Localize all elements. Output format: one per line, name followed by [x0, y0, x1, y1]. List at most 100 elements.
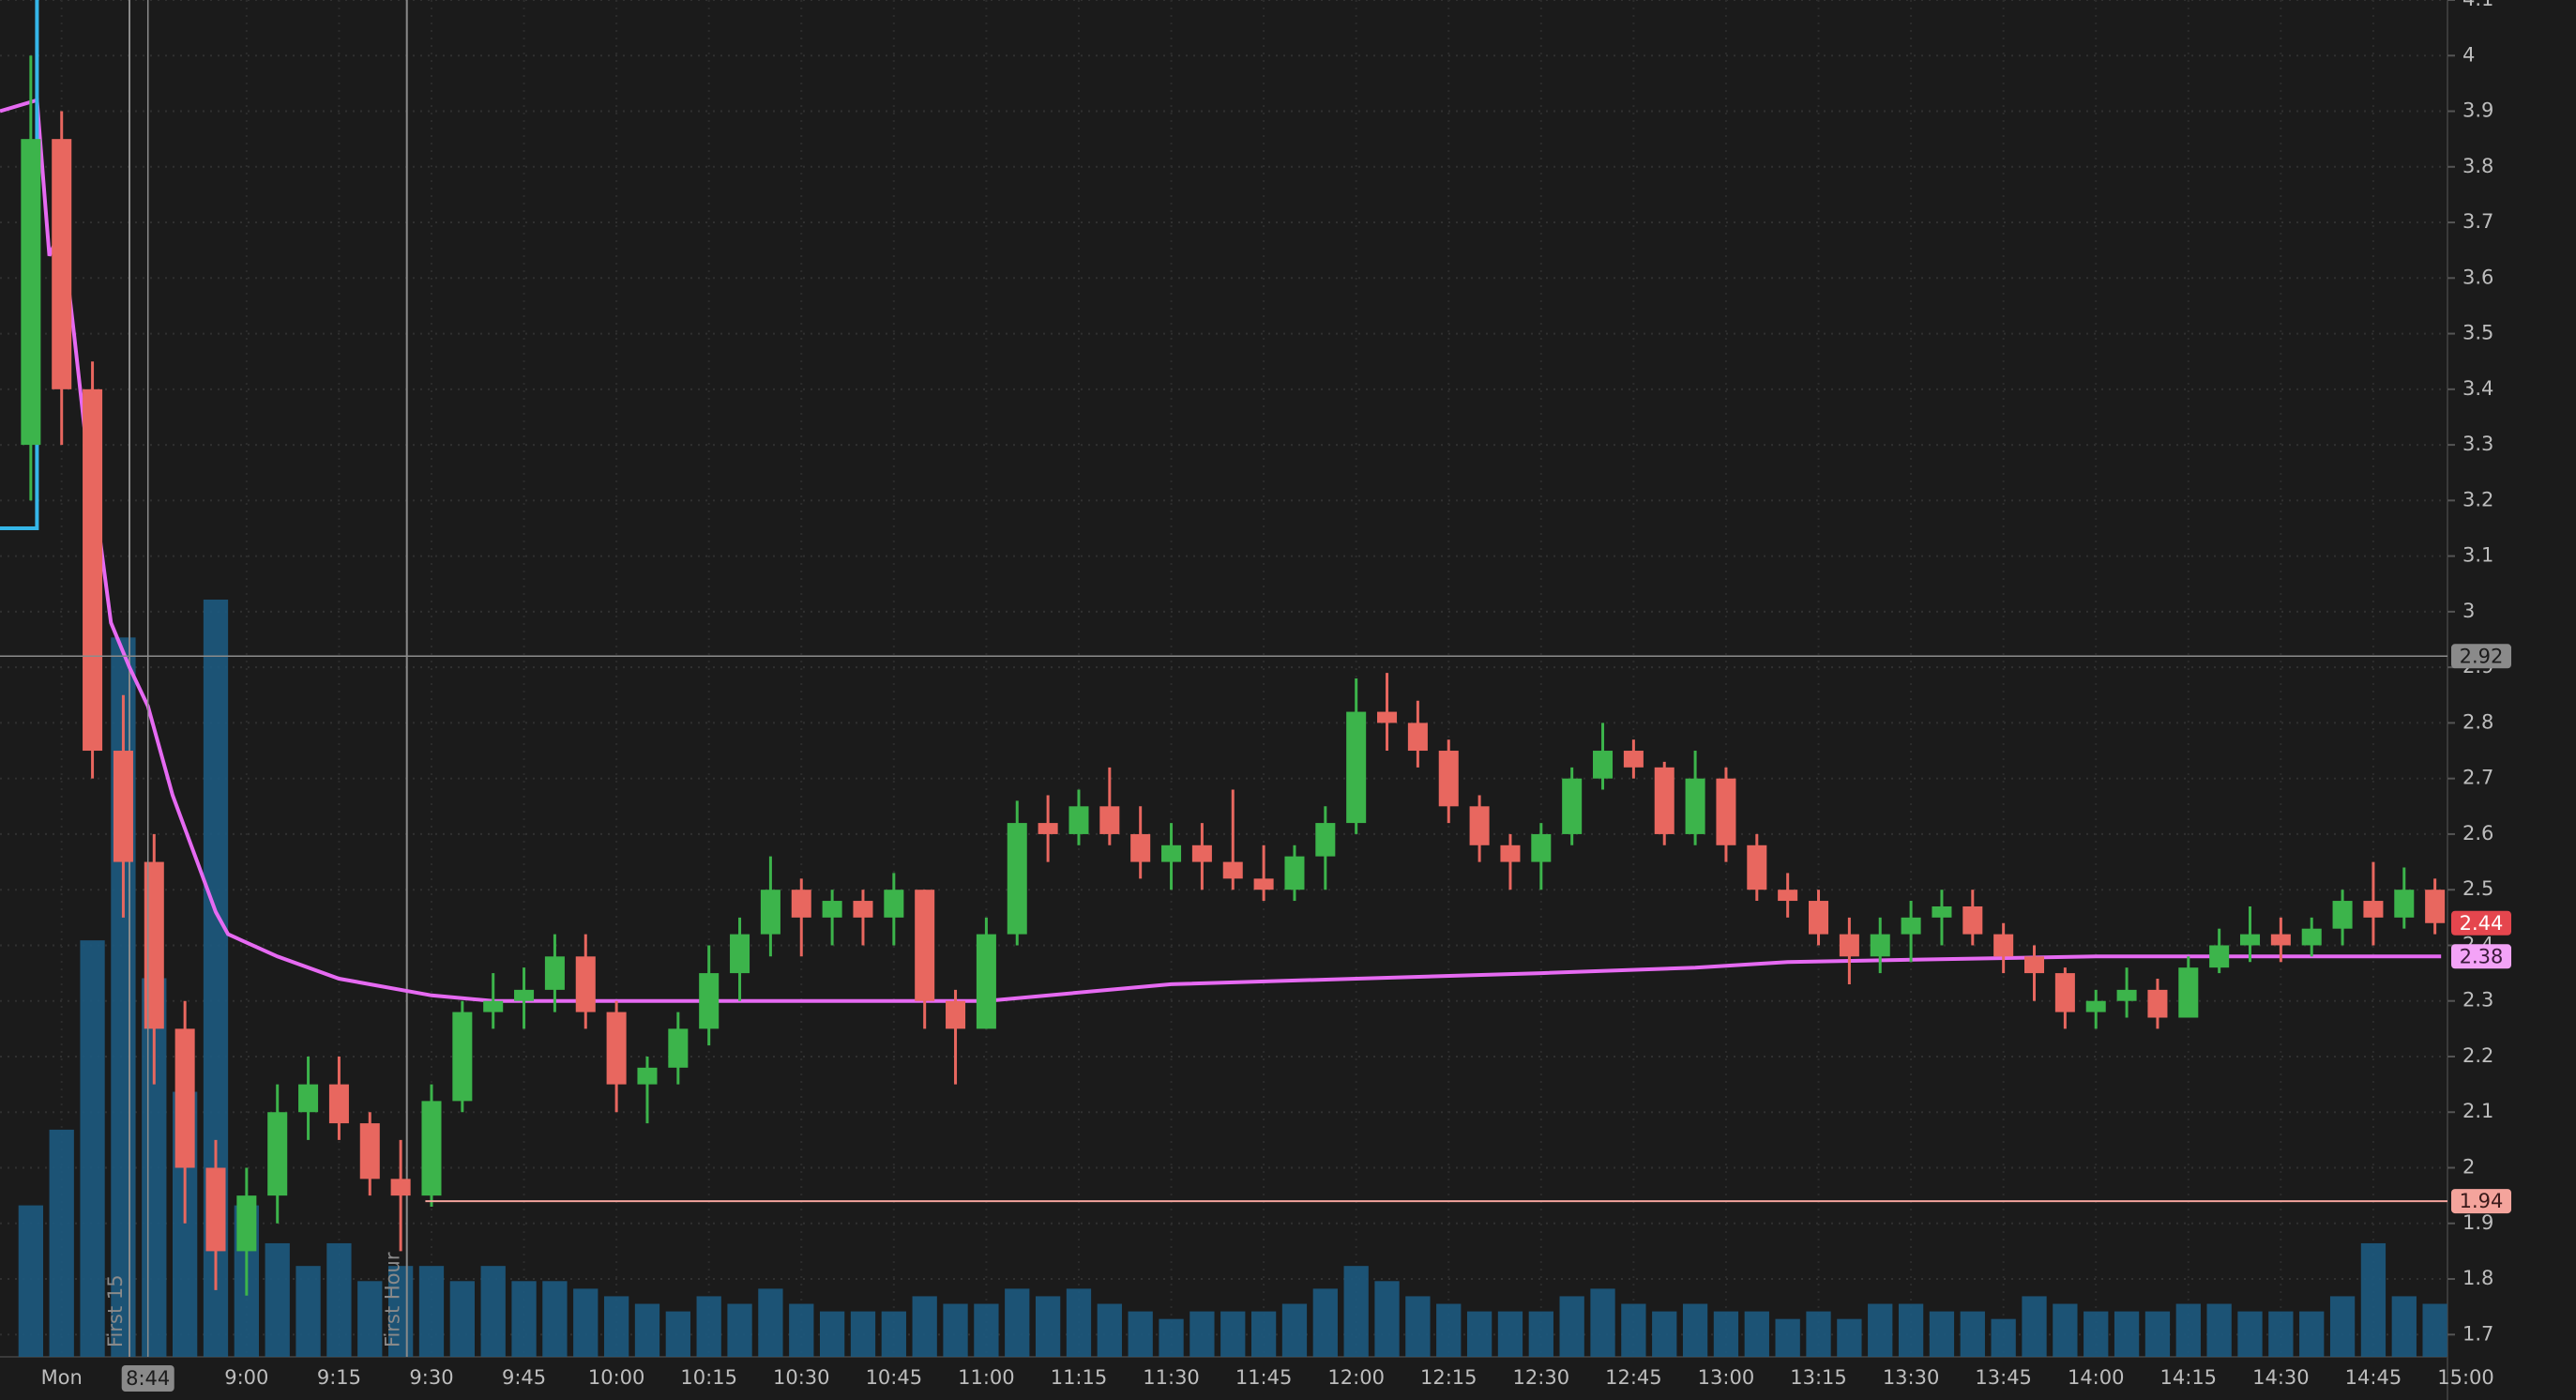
crosshair-x-tag	[121, 1365, 174, 1392]
candle-body	[1191, 845, 1212, 862]
volume-bar	[2053, 1303, 2078, 1357]
candle-body	[1161, 845, 1182, 862]
volume-bar	[2084, 1311, 2109, 1357]
candle-body	[2270, 934, 2291, 946]
candle-body	[1377, 711, 1398, 723]
volume-bar	[2022, 1296, 2047, 1357]
volume-bar	[1806, 1311, 1831, 1357]
y-tick-label: 3.1	[2462, 544, 2493, 567]
candle-body	[1623, 751, 1644, 768]
x-tick-label: 11:00	[958, 1366, 1015, 1389]
volume-bar	[2329, 1296, 2356, 1357]
candle-body	[83, 388, 103, 752]
volume-bar	[634, 1303, 660, 1357]
price-tag-label: 2.38	[2460, 945, 2504, 967]
candle-body	[236, 1195, 257, 1252]
candle-body	[452, 1012, 473, 1102]
candle-body	[144, 861, 164, 1029]
candle-body	[1253, 878, 1274, 890]
candle-body	[1222, 861, 1243, 879]
candle-body	[2147, 989, 2168, 1018]
candle-body	[205, 1167, 226, 1252]
volume-bar	[2268, 1311, 2294, 1357]
y-tick-label: 3.8	[2462, 155, 2493, 177]
volume-bar	[1497, 1311, 1523, 1357]
volume-bar	[1374, 1281, 1400, 1357]
x-tick-label: 13:45	[1975, 1366, 2032, 1389]
volume-bar	[418, 1266, 445, 1357]
y-tick-label: 1.9	[2462, 1211, 2493, 1234]
volume-bar	[1250, 1311, 1277, 1357]
volume-bar	[850, 1311, 876, 1357]
y-tick-label: 3.9	[2462, 99, 2493, 122]
volume-bar	[542, 1281, 568, 1357]
candle-body	[1068, 806, 1089, 834]
volume-bar	[1868, 1303, 1893, 1357]
volume-bar	[1159, 1318, 1184, 1357]
x-tick-label: 10:15	[680, 1366, 737, 1389]
candle-body	[822, 901, 842, 918]
volume-bar	[2299, 1311, 2325, 1357]
candle-body	[2054, 973, 2075, 1012]
candle-body	[1562, 778, 1583, 834]
candle-body	[884, 890, 904, 918]
x-tick-label: 13:15	[1790, 1366, 1847, 1389]
volume-bar	[265, 1242, 290, 1357]
y-tick-label: 3.3	[2462, 433, 2493, 455]
candle-body	[1654, 767, 1674, 834]
candle-body	[2085, 1000, 2106, 1012]
overlay-line	[0, 98, 2442, 1003]
volume-bar	[387, 1266, 414, 1357]
volume-bar	[1281, 1303, 1308, 1357]
candle-body	[2023, 956, 2045, 974]
candle-body	[1778, 890, 1798, 902]
volume-bar	[1528, 1311, 1553, 1357]
x-tick-label: 10:45	[866, 1366, 923, 1389]
volume-bar	[1066, 1288, 1092, 1357]
x-tick-label: 10:00	[588, 1366, 645, 1389]
volume-bar	[1929, 1311, 1955, 1357]
candle-body	[2363, 901, 2384, 918]
candle-body	[575, 956, 596, 1012]
candle-body	[791, 890, 811, 918]
candle-body	[390, 1179, 411, 1196]
candle-body	[2209, 945, 2230, 968]
candle-body	[1130, 833, 1151, 862]
volume-bar	[1559, 1296, 1584, 1357]
candle-body	[1038, 823, 1058, 834]
x-tick-label: 12:45	[1605, 1366, 1662, 1389]
candle-body	[1716, 778, 1736, 845]
y-tick-label: 2.3	[2462, 989, 2493, 1012]
y-tick-label: 2.2	[2462, 1044, 2493, 1067]
candle-body	[1685, 778, 1705, 834]
candle-body	[52, 139, 72, 389]
candle-body	[1007, 823, 1027, 935]
price-tag	[2451, 1189, 2511, 1214]
candle-body	[2301, 928, 2322, 946]
volume-bar	[1405, 1296, 1431, 1357]
volume-bar	[1035, 1296, 1061, 1357]
price-tag-label: 2.92	[2460, 645, 2504, 667]
volume-bar	[1682, 1303, 1708, 1357]
volume-bar	[912, 1296, 937, 1357]
x-tick-label: 9:30	[409, 1366, 453, 1389]
volume-bar	[357, 1281, 383, 1357]
y-tick-label: 4.1	[2462, 0, 2493, 10]
crosshair-x-label: 8:44	[126, 1367, 170, 1390]
x-tick-label: 12:00	[1327, 1366, 1385, 1389]
candle-body	[1809, 901, 1829, 935]
candle-body	[1284, 856, 1305, 890]
price-tag	[2451, 644, 2511, 669]
volume-bar	[943, 1303, 968, 1357]
y-tick-label: 2.6	[2462, 822, 2493, 845]
x-tick-label: 13:30	[1883, 1366, 1940, 1389]
x-tick-label: 12:30	[1513, 1366, 1570, 1389]
volume-bar	[295, 1266, 321, 1357]
volume-bar	[1898, 1303, 1924, 1357]
volume-bar	[1960, 1311, 1985, 1357]
x-tick-label: 14:30	[2252, 1366, 2310, 1389]
volume-bar	[326, 1242, 352, 1357]
candle-body	[2116, 989, 2137, 1001]
x-tick-label: 11:30	[1143, 1366, 1200, 1389]
